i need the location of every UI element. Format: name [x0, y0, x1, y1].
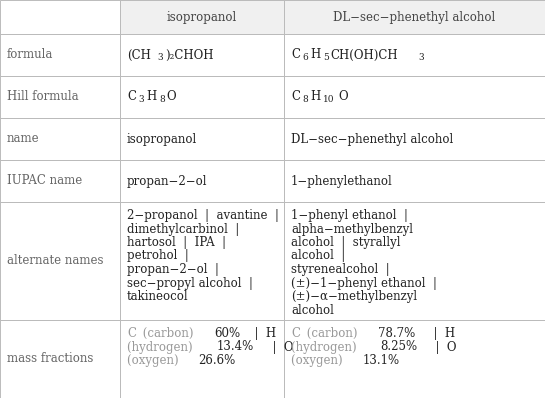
Bar: [120, 0, 284, 34]
Text: |  H: | H: [426, 327, 455, 340]
Text: (carbon): (carbon): [138, 327, 197, 340]
Text: C: C: [127, 90, 136, 103]
Text: C: C: [127, 327, 136, 340]
Text: H: H: [146, 90, 156, 103]
Text: |  H: | H: [247, 327, 277, 340]
Bar: [120, 0, 284, 34]
Bar: [120, 160, 284, 202]
Text: alcohol  |  styrallyl: alcohol | styrallyl: [291, 236, 401, 249]
Bar: [120, 76, 284, 118]
Bar: [284, 0, 545, 34]
Text: C: C: [291, 90, 300, 103]
Text: styrenealcohol  |: styrenealcohol |: [291, 263, 390, 276]
Bar: [284, 0, 545, 34]
Text: propan−2−ol: propan−2−ol: [127, 174, 208, 187]
Bar: [0, 160, 120, 202]
Bar: [0, 118, 120, 160]
Text: 13.1%: 13.1%: [362, 354, 399, 367]
Bar: [0, 76, 120, 118]
Text: isopropanol: isopropanol: [167, 10, 237, 23]
Text: (oxygen): (oxygen): [291, 354, 347, 367]
Text: 26.6%: 26.6%: [198, 354, 235, 367]
Text: sec−propyl alcohol  |: sec−propyl alcohol |: [127, 277, 253, 289]
Text: dimethylcarbinol  |: dimethylcarbinol |: [127, 222, 239, 236]
Text: 3: 3: [138, 94, 144, 103]
Text: O: O: [167, 90, 176, 103]
Text: H: H: [310, 90, 320, 103]
Bar: [120, 320, 284, 398]
Text: (hydrogen): (hydrogen): [127, 341, 196, 353]
Text: 3: 3: [418, 53, 423, 62]
Bar: [0, 34, 120, 76]
Text: alcohol  |: alcohol |: [291, 250, 345, 263]
Text: IUPAC name: IUPAC name: [7, 174, 82, 187]
Bar: [120, 0, 284, 34]
Text: 8: 8: [159, 94, 165, 103]
Text: 1−phenyl ethanol  |: 1−phenyl ethanol |: [291, 209, 408, 222]
Text: 2−propanol  |  avantine  |: 2−propanol | avantine |: [127, 209, 279, 222]
Text: DL−sec−phenethyl alcohol: DL−sec−phenethyl alcohol: [291, 133, 453, 146]
Bar: [284, 160, 545, 202]
Bar: [284, 118, 545, 160]
Text: |  O: | O: [428, 341, 457, 353]
Text: hartosol  |  IPA  |: hartosol | IPA |: [127, 236, 226, 249]
Text: 6: 6: [302, 53, 308, 62]
Text: 13.4%: 13.4%: [216, 341, 254, 353]
Text: (±)−1−phenyl ethanol  |: (±)−1−phenyl ethanol |: [291, 277, 437, 289]
Text: mass fractions: mass fractions: [7, 353, 93, 365]
Bar: [120, 202, 284, 320]
Bar: [284, 0, 545, 34]
Text: name: name: [7, 133, 40, 146]
Text: alpha−methylbenzyl: alpha−methylbenzyl: [291, 222, 413, 236]
Text: CH(OH)CH: CH(OH)CH: [331, 49, 398, 62]
Text: C: C: [291, 327, 300, 340]
Text: DL−sec−phenethyl alcohol: DL−sec−phenethyl alcohol: [334, 10, 495, 23]
Bar: [0, 202, 120, 320]
Text: C: C: [291, 49, 300, 62]
Text: )₂CHOH: )₂CHOH: [165, 49, 214, 62]
Text: 5: 5: [323, 53, 329, 62]
Text: (CH: (CH: [127, 49, 151, 62]
Text: (±)−α−methylbenzyl: (±)−α−methylbenzyl: [291, 290, 417, 303]
Text: alternate names: alternate names: [7, 254, 104, 267]
Bar: [120, 34, 284, 76]
Text: takineocol: takineocol: [127, 290, 189, 303]
Text: 1−phenylethanol: 1−phenylethanol: [291, 174, 393, 187]
Bar: [284, 320, 545, 398]
Text: O: O: [338, 90, 348, 103]
Text: 10: 10: [323, 94, 335, 103]
Text: 8: 8: [302, 94, 308, 103]
Text: Hill formula: Hill formula: [7, 90, 78, 103]
Text: formula: formula: [7, 49, 53, 62]
Text: (carbon): (carbon): [302, 327, 361, 340]
Text: (oxygen): (oxygen): [127, 354, 183, 367]
Text: 3: 3: [158, 53, 164, 62]
Text: 60%: 60%: [214, 327, 240, 340]
Bar: [120, 118, 284, 160]
Text: isopropanol: isopropanol: [127, 133, 197, 146]
Bar: [284, 202, 545, 320]
Bar: [284, 76, 545, 118]
Text: propan−2−ol  |: propan−2−ol |: [127, 263, 219, 276]
Text: |  O: | O: [264, 341, 293, 353]
Bar: [284, 34, 545, 76]
Bar: [0, 320, 120, 398]
Text: 78.7%: 78.7%: [378, 327, 415, 340]
Text: (hydrogen): (hydrogen): [291, 341, 360, 353]
Text: 8.25%: 8.25%: [380, 341, 417, 353]
Text: H: H: [310, 49, 320, 62]
Bar: [0, 0, 120, 34]
Text: alcohol: alcohol: [291, 304, 334, 316]
Text: petrohol  |: petrohol |: [127, 250, 189, 263]
